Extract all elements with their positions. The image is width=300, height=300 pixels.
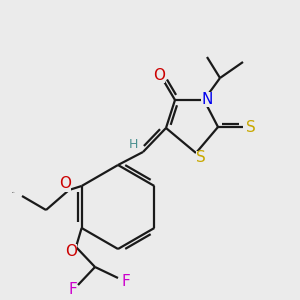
Text: O: O (65, 244, 77, 259)
Text: O: O (153, 68, 165, 82)
Text: ethyl: ethyl (12, 191, 16, 193)
Text: S: S (246, 119, 256, 134)
Text: H: H (128, 137, 138, 151)
Text: O: O (59, 176, 71, 191)
Text: F: F (122, 274, 130, 289)
Text: F: F (69, 283, 77, 298)
Text: N: N (201, 92, 213, 106)
Text: S: S (196, 151, 206, 166)
